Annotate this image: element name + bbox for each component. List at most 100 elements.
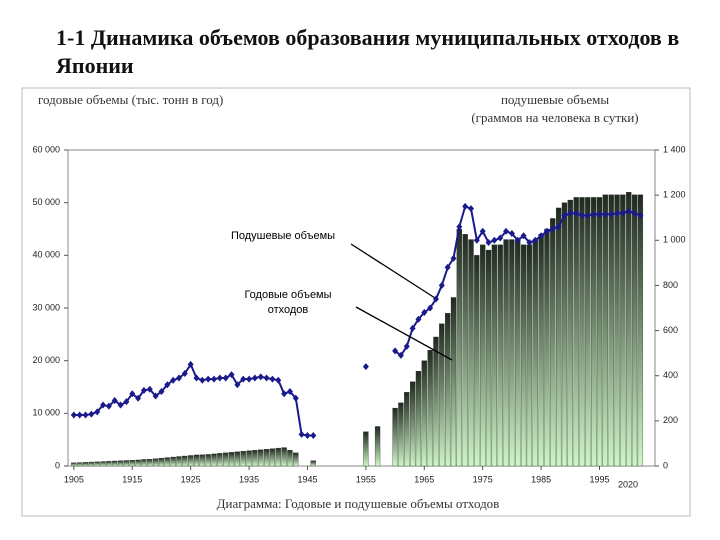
line-marker xyxy=(444,263,451,271)
bar xyxy=(602,194,608,467)
bar xyxy=(550,218,556,467)
y-tick-label: 50 000 xyxy=(32,197,60,207)
bar xyxy=(129,460,135,467)
bar xyxy=(526,244,533,467)
bar xyxy=(170,456,176,467)
line-marker xyxy=(450,254,457,262)
line-marker xyxy=(111,397,118,405)
bar xyxy=(363,431,369,467)
x-tick-label: 1925 xyxy=(181,474,201,484)
bar xyxy=(112,460,118,467)
bar xyxy=(217,453,223,467)
bar xyxy=(520,244,527,467)
annotation: отходов xyxy=(268,304,309,316)
y-tick-label: 10 000 xyxy=(32,408,60,418)
line-marker xyxy=(170,376,177,384)
bar xyxy=(205,454,211,467)
bar xyxy=(252,450,258,467)
bar xyxy=(480,244,486,467)
line-marker xyxy=(415,315,422,323)
bar xyxy=(223,452,229,467)
y2-tick-label: 200 xyxy=(663,415,678,425)
bar xyxy=(234,451,241,467)
bar xyxy=(211,453,217,467)
line-marker xyxy=(596,210,603,218)
bar xyxy=(626,191,632,467)
line-marker xyxy=(105,402,112,410)
annotation: Годовые объемы xyxy=(244,289,331,301)
line-marker xyxy=(70,411,77,419)
bar xyxy=(117,460,124,467)
line-marker xyxy=(88,410,95,418)
line-marker xyxy=(590,210,597,218)
bar xyxy=(123,460,130,467)
line-marker xyxy=(152,392,159,400)
line-marker xyxy=(602,210,609,218)
bar xyxy=(182,455,188,467)
bar xyxy=(462,234,468,467)
bar xyxy=(503,239,509,467)
y2-tick-label: 1 200 xyxy=(663,190,686,200)
line-marker xyxy=(473,236,480,244)
line-marker xyxy=(187,360,194,368)
annotation-pointer xyxy=(355,306,453,361)
line-marker xyxy=(409,324,416,332)
line-marker xyxy=(619,209,626,217)
page-title: 1-1 Динамика объемов образования муницип… xyxy=(56,25,680,78)
bar xyxy=(456,228,462,467)
line-marker xyxy=(397,351,404,359)
bar xyxy=(620,194,626,467)
line-marker xyxy=(403,342,410,350)
line-marker xyxy=(485,239,492,247)
line-marker xyxy=(304,432,311,440)
bar xyxy=(509,239,515,467)
bar xyxy=(398,402,404,467)
line-marker xyxy=(520,232,527,240)
line-marker xyxy=(292,394,299,402)
line-marker xyxy=(532,236,539,244)
x-tick-label: 1985 xyxy=(531,474,551,484)
bar xyxy=(445,313,451,467)
x-annotation: 2020 xyxy=(618,479,638,489)
bar xyxy=(258,449,264,467)
bar xyxy=(164,457,170,467)
bar xyxy=(281,447,287,467)
bar xyxy=(427,349,433,467)
line-marker xyxy=(503,227,510,235)
caption: Диаграмма: Годовые и подушевые объемы от… xyxy=(217,496,500,511)
line-marker xyxy=(100,401,107,409)
y-tick-label: 30 000 xyxy=(32,302,60,312)
y-tick-label: 20 000 xyxy=(32,355,60,365)
line-marker xyxy=(561,211,568,219)
x-tick-label: 1905 xyxy=(64,474,84,484)
line-marker xyxy=(362,363,369,371)
line-marker xyxy=(135,394,142,402)
line-marker xyxy=(222,374,229,382)
line-marker xyxy=(310,432,317,440)
line-marker xyxy=(146,385,153,393)
y2-tick-label: 0 xyxy=(663,460,668,470)
bar xyxy=(485,249,492,467)
line-marker xyxy=(193,374,200,382)
bar xyxy=(106,461,112,467)
y2-axis-label: (граммов на человека в сутки) xyxy=(471,110,638,125)
line-marker xyxy=(508,230,515,238)
line-marker xyxy=(526,239,533,247)
y2-tick-label: 600 xyxy=(663,325,678,335)
bar xyxy=(71,462,77,467)
bar xyxy=(433,336,439,467)
bar xyxy=(77,462,83,467)
bar xyxy=(631,194,638,467)
line-marker xyxy=(117,401,124,409)
line-marker xyxy=(421,309,428,317)
line-marker xyxy=(438,281,445,289)
annotation: Подушевые объемы xyxy=(231,230,335,242)
bar xyxy=(515,239,521,467)
bar xyxy=(88,461,94,467)
bar xyxy=(567,199,573,467)
bar xyxy=(491,244,498,467)
annotation-pointer xyxy=(350,243,436,299)
bar xyxy=(147,459,153,467)
